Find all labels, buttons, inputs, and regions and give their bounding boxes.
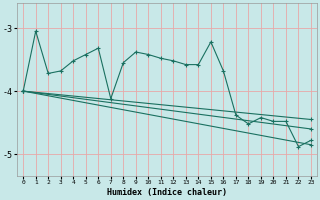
X-axis label: Humidex (Indice chaleur): Humidex (Indice chaleur)	[107, 188, 227, 197]
